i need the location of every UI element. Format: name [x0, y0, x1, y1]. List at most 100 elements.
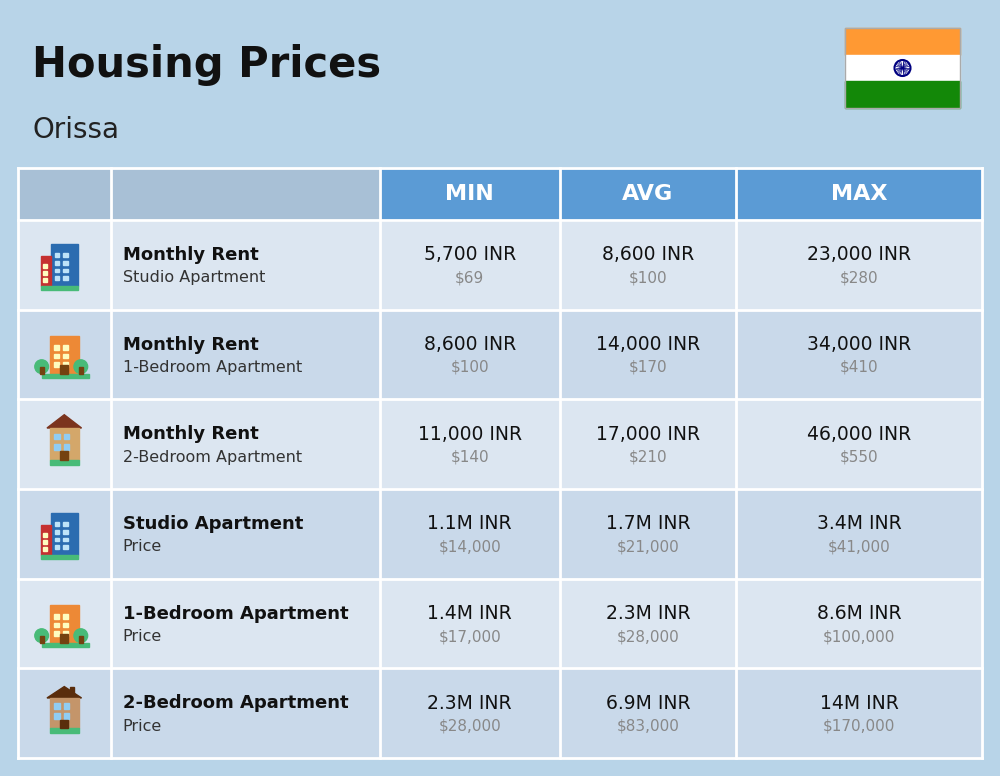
- Bar: [845, 54, 960, 81]
- Text: MIN: MIN: [445, 184, 494, 204]
- Bar: [50, 428, 79, 460]
- Text: 14,000 INR: 14,000 INR: [596, 335, 700, 354]
- Bar: [43, 278, 47, 282]
- Text: 1.7M INR: 1.7M INR: [606, 514, 690, 533]
- Bar: [560, 168, 736, 220]
- Circle shape: [74, 629, 88, 643]
- Text: Orissa: Orissa: [32, 116, 119, 144]
- Text: $210: $210: [629, 449, 667, 465]
- Text: $280: $280: [840, 270, 878, 286]
- Bar: [51, 244, 78, 286]
- Bar: [50, 698, 79, 729]
- Bar: [50, 605, 79, 643]
- Text: $28,000: $28,000: [617, 629, 679, 644]
- Text: $140: $140: [450, 449, 489, 465]
- Text: 17,000 INR: 17,000 INR: [596, 424, 700, 444]
- Bar: [42, 643, 89, 647]
- Bar: [18, 168, 982, 758]
- Text: $410: $410: [840, 360, 878, 375]
- Bar: [63, 530, 68, 534]
- Bar: [63, 276, 68, 280]
- Text: Price: Price: [123, 539, 162, 554]
- Bar: [63, 261, 68, 265]
- Text: 14M INR: 14M INR: [820, 694, 899, 712]
- Text: 2.3M INR: 2.3M INR: [606, 604, 690, 623]
- Text: 6.9M INR: 6.9M INR: [606, 694, 690, 712]
- Bar: [63, 623, 68, 627]
- Text: 2.3M INR: 2.3M INR: [427, 694, 512, 712]
- Text: $17,000: $17,000: [438, 629, 501, 644]
- Text: MAX: MAX: [831, 184, 887, 204]
- Bar: [43, 533, 47, 537]
- Bar: [54, 345, 59, 350]
- Bar: [40, 367, 44, 373]
- Bar: [18, 489, 982, 579]
- Text: 8,600 INR: 8,600 INR: [424, 335, 516, 354]
- Polygon shape: [47, 687, 82, 698]
- Bar: [43, 272, 47, 275]
- Text: $170,000: $170,000: [823, 719, 895, 733]
- Bar: [55, 254, 59, 257]
- Bar: [60, 634, 68, 643]
- Text: 46,000 INR: 46,000 INR: [807, 424, 911, 444]
- Bar: [54, 615, 59, 619]
- Text: Price: Price: [123, 629, 162, 644]
- Circle shape: [35, 360, 49, 373]
- Bar: [54, 703, 60, 708]
- Text: 1-Bedroom Apartment: 1-Bedroom Apartment: [123, 605, 348, 622]
- Bar: [63, 268, 68, 272]
- Bar: [60, 720, 68, 729]
- Bar: [845, 28, 960, 108]
- Text: $100: $100: [450, 360, 489, 375]
- Bar: [55, 530, 59, 534]
- Bar: [41, 525, 51, 555]
- Bar: [63, 362, 68, 367]
- Circle shape: [35, 629, 49, 643]
- Bar: [63, 546, 68, 549]
- Bar: [18, 220, 982, 310]
- Bar: [54, 434, 60, 439]
- Bar: [55, 261, 59, 265]
- Bar: [18, 168, 380, 220]
- Text: Studio Apartment: Studio Apartment: [123, 514, 303, 533]
- Text: $41,000: $41,000: [828, 539, 890, 554]
- Bar: [736, 168, 982, 220]
- Bar: [50, 460, 79, 465]
- Text: $100: $100: [629, 270, 667, 286]
- Bar: [63, 345, 68, 350]
- Bar: [55, 522, 59, 526]
- Bar: [41, 286, 78, 290]
- Text: Housing Prices: Housing Prices: [32, 44, 381, 86]
- Bar: [79, 636, 83, 643]
- Circle shape: [74, 360, 88, 373]
- Bar: [18, 400, 982, 489]
- Bar: [43, 547, 47, 551]
- Bar: [380, 168, 560, 220]
- Bar: [55, 546, 59, 549]
- Text: AVG: AVG: [622, 184, 674, 204]
- Bar: [54, 444, 60, 449]
- Bar: [40, 636, 44, 643]
- Bar: [64, 434, 69, 439]
- Bar: [54, 354, 59, 359]
- Bar: [54, 713, 60, 719]
- Bar: [55, 538, 59, 542]
- Text: 1-Bedroom Apartment: 1-Bedroom Apartment: [123, 360, 302, 375]
- Bar: [64, 703, 69, 708]
- Bar: [845, 81, 960, 108]
- Text: $550: $550: [840, 449, 878, 465]
- Text: $14,000: $14,000: [438, 539, 501, 554]
- Bar: [63, 254, 68, 257]
- Text: 5,700 INR: 5,700 INR: [424, 245, 516, 265]
- Text: 34,000 INR: 34,000 INR: [807, 335, 911, 354]
- Bar: [63, 615, 68, 619]
- Text: 23,000 INR: 23,000 INR: [807, 245, 911, 265]
- Text: $28,000: $28,000: [438, 719, 501, 733]
- Text: 2-Bedroom Apartment: 2-Bedroom Apartment: [123, 449, 302, 465]
- Bar: [63, 522, 68, 526]
- Text: $100,000: $100,000: [823, 629, 895, 644]
- Bar: [43, 265, 47, 268]
- Bar: [79, 367, 83, 373]
- Bar: [41, 555, 78, 559]
- Bar: [60, 365, 68, 373]
